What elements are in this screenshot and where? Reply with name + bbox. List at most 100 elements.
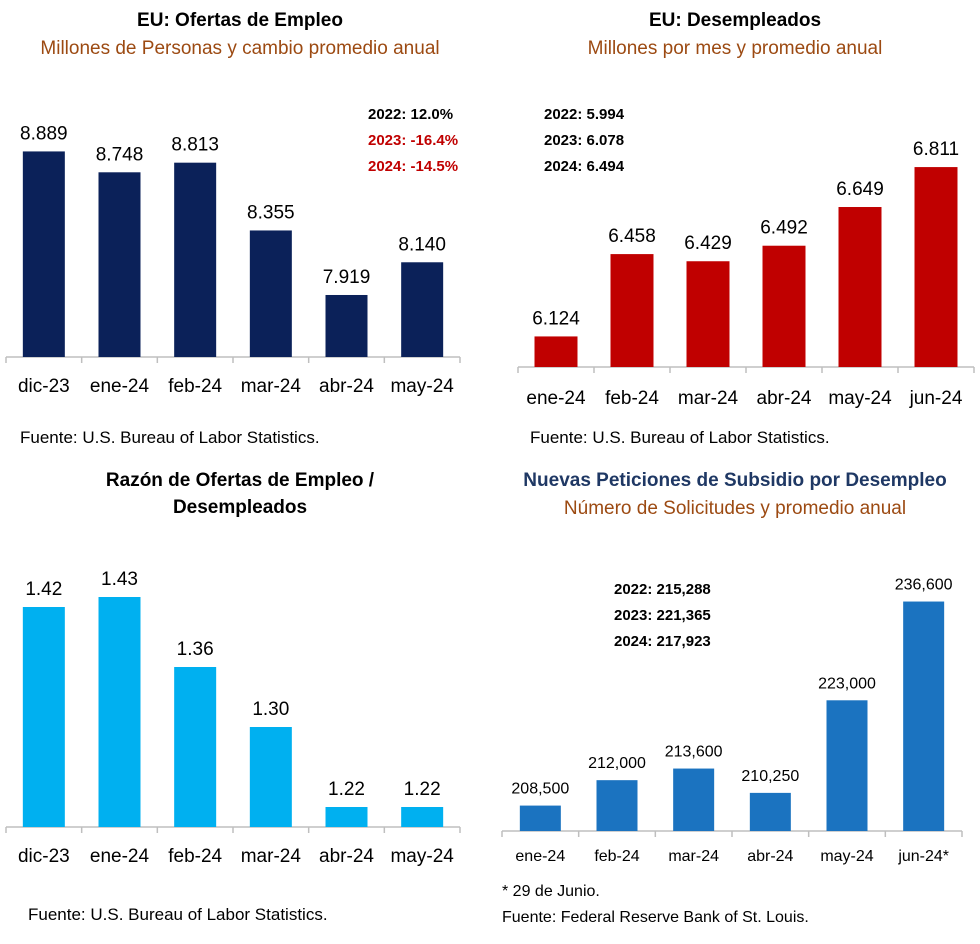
bar — [401, 807, 444, 827]
bar — [673, 768, 715, 831]
data-label: 7.919 — [323, 267, 371, 288]
category-label: abr-24 — [747, 848, 793, 865]
panel-unemployed: EU: Desempleados Millones por mes y prom… — [490, 0, 980, 460]
data-label: 6.429 — [684, 233, 732, 254]
data-label: 236,600 — [895, 577, 953, 594]
data-label: 6.458 — [608, 226, 656, 247]
bar — [174, 162, 217, 357]
category-label: dic-23 — [18, 376, 70, 397]
stat-2022: 2022: 12.0% — [368, 106, 454, 123]
data-label: 6.649 — [836, 179, 884, 200]
data-label: 6.124 — [532, 308, 580, 329]
source-note: Fuente: U.S. Bureau of Labor Statistics. — [20, 428, 320, 447]
bar — [610, 254, 654, 367]
category-label: dic-23 — [18, 846, 70, 867]
stat-2023: 2023: 6.078 — [544, 132, 625, 149]
bar — [98, 597, 141, 827]
bar — [22, 151, 65, 357]
stat-2022: 2022: 215,288 — [614, 581, 711, 598]
annual-stats: 2022: 12.0% 2023: -16.4% 2024: -14.5% — [368, 102, 458, 180]
bar — [596, 780, 638, 831]
chart-subtitle: Millones por mes y promedio anual — [587, 38, 883, 59]
chart-title: EU: Desempleados — [648, 10, 822, 31]
panel-ratio: Razón de Ofertas de Empleo / Desempleado… — [0, 465, 480, 944]
chart-title-line2: Desempleados — [172, 497, 308, 518]
category-label: mar-24 — [678, 388, 739, 409]
chart-title-line1: Razón de Ofertas de Empleo / — [105, 470, 375, 491]
chart-jobless-claims: 208,500 ene-24 212,000 feb-24 213,600 mar-24 2… — [501, 577, 963, 865]
category-label: may-24 — [390, 376, 454, 397]
bar — [686, 261, 730, 367]
data-label: 1.22 — [404, 779, 441, 800]
category-label: ene-24 — [526, 388, 586, 409]
bar — [903, 601, 945, 831]
bar — [174, 667, 217, 827]
category-label: may-24 — [828, 388, 892, 409]
source-note: Fuente: U.S. Bureau of Labor Statistics. — [28, 905, 328, 924]
category-label: mar-24 — [241, 376, 302, 397]
category-label: jun-24* — [897, 848, 949, 865]
data-label: 1.22 — [328, 779, 365, 800]
chart-title: EU: Ofertas de Empleo — [137, 10, 343, 31]
chart-subtitle: Millones de Personas y cambio promedio a… — [40, 38, 440, 59]
chart-job-openings: 8.889 dic-23 8.748 ene-24 8.813 feb-24 8.355 ma… — [5, 123, 461, 397]
source-note: Fuente: U.S. Bureau of Labor Statistics. — [530, 428, 830, 447]
chart-title: Nuevas Peticiones de Subsidio por Desemp… — [523, 470, 947, 491]
data-label: 8.355 — [247, 202, 295, 223]
category-label: jun-24 — [909, 388, 963, 409]
stat-2023: 2023: 221,365 — [614, 607, 711, 624]
bar — [401, 262, 444, 357]
category-label: ene-24 — [90, 376, 150, 397]
bar — [534, 336, 578, 367]
data-label: 8.813 — [171, 135, 219, 156]
data-label: 1.42 — [25, 579, 62, 600]
annual-stats: 2022: 5.994 2023: 6.078 2024: 6.494 — [544, 102, 624, 180]
bar — [325, 807, 368, 827]
category-label: feb-24 — [168, 846, 222, 867]
category-label: may-24 — [390, 846, 454, 867]
category-label: mar-24 — [668, 848, 719, 865]
footnote: * 29 de Junio. — [502, 883, 600, 900]
stat-2024: 2024: -14.5% — [368, 158, 459, 175]
data-label: 8.889 — [20, 123, 68, 144]
data-label: 6.811 — [913, 139, 959, 160]
data-label: 1.30 — [252, 699, 289, 720]
bar — [249, 230, 292, 357]
annual-stats: 2022: 215,288 2023: 221,365 2024: 217,92… — [614, 577, 711, 655]
chart-subtitle: Número de Solicitudes y promedio anual — [563, 498, 907, 519]
source-note: Fuente: Federal Reserve Bank of St. Loui… — [502, 909, 809, 926]
stat-2024: 2024: 217,923 — [614, 633, 711, 650]
bar — [762, 245, 806, 367]
bar — [826, 700, 868, 831]
bar — [249, 727, 292, 827]
bar — [22, 607, 65, 827]
data-label: 8.748 — [96, 144, 144, 165]
category-label: may-24 — [820, 848, 873, 865]
data-label: 210,250 — [741, 768, 799, 785]
chart-ratio: 1.42 dic-23 1.43 ene-24 1.36 feb-24 1.30 mar-24… — [5, 569, 461, 867]
bar — [98, 172, 141, 357]
data-label: 8.140 — [398, 234, 446, 255]
data-label: 208,500 — [511, 781, 569, 798]
stat-2023: 2023: -16.4% — [368, 132, 459, 149]
chart-unemployed: 6.124 ene-24 6.458 feb-24 6.429 mar-24 6.492 ab… — [517, 139, 975, 409]
data-label: 6.492 — [760, 218, 808, 239]
category-label: abr-24 — [319, 846, 374, 867]
category-label: feb-24 — [594, 848, 639, 865]
bar — [749, 792, 791, 831]
category-label: ene-24 — [515, 848, 565, 865]
data-label: 1.43 — [101, 569, 138, 590]
bar — [838, 207, 882, 367]
bar — [914, 167, 958, 367]
data-label: 212,000 — [588, 755, 646, 772]
panel-jobless-claims: Nuevas Peticiones de Subsidio por Desemp… — [490, 465, 980, 944]
data-label: 213,600 — [665, 744, 723, 761]
bar — [325, 294, 368, 357]
category-label: feb-24 — [168, 376, 222, 397]
category-label: mar-24 — [241, 846, 302, 867]
category-label: abr-24 — [319, 376, 374, 397]
stat-2022: 2022: 5.994 — [544, 106, 625, 123]
category-label: ene-24 — [90, 846, 150, 867]
category-label: feb-24 — [605, 388, 659, 409]
category-label: abr-24 — [757, 388, 812, 409]
